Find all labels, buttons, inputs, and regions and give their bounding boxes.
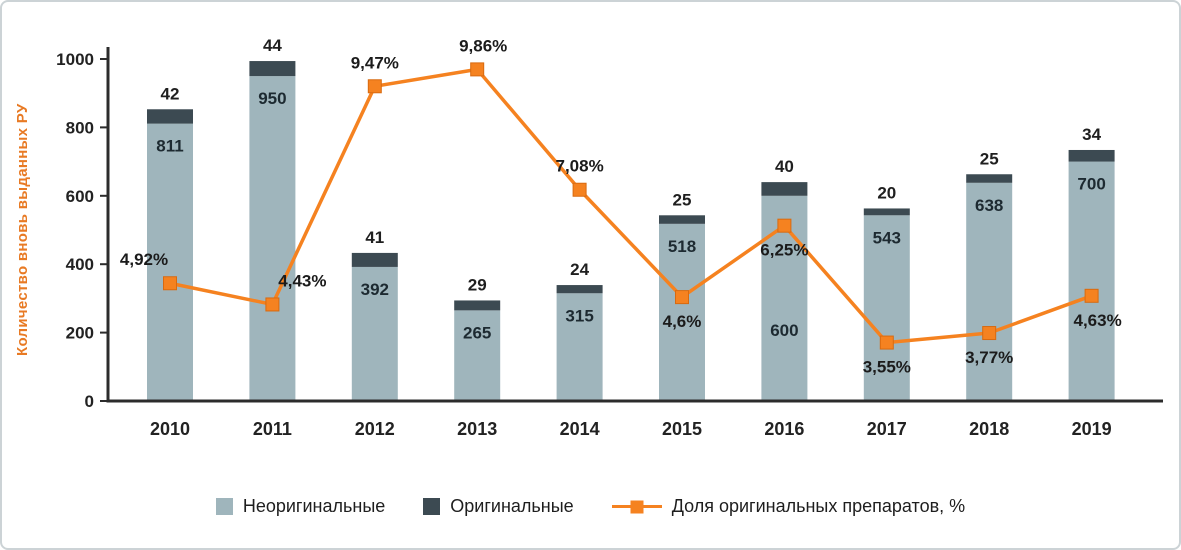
- trend-marker-icon: [675, 290, 689, 305]
- legend-item-share: Доля оригинальных препаратов, %: [611, 496, 966, 517]
- original-swatch-icon: [423, 498, 441, 515]
- y-tick-label: 0: [85, 392, 94, 411]
- legend-marker-icon: [630, 500, 644, 513]
- bar-nonoriginal-segment: [1068, 161, 1115, 401]
- y-tick-label: 200: [66, 324, 94, 343]
- x-tick-label: 2015: [662, 419, 702, 439]
- bar-value-label: 315: [565, 306, 593, 325]
- bar-top-label: 34: [1082, 125, 1101, 144]
- pct-label: 4,92%: [120, 250, 168, 269]
- bar-top-label: 25: [980, 149, 999, 168]
- bar-nonoriginal-segment: [863, 215, 910, 401]
- y-tick-label: 400: [66, 255, 94, 274]
- x-tick-label: 2013: [457, 419, 497, 439]
- bar-value-label: 600: [770, 321, 798, 340]
- x-tick-label: 2019: [1072, 419, 1112, 439]
- trend-marker-icon: [572, 182, 587, 197]
- bar-top-label: 24: [570, 260, 589, 279]
- trend-line: [169, 67, 1093, 345]
- pct-label: 3,55%: [863, 358, 911, 377]
- pct-label: 9,86%: [459, 36, 507, 55]
- trend-marker-icon: [163, 276, 177, 291]
- bar-original-segment: [454, 300, 501, 311]
- bar-top-label: 25: [673, 190, 692, 209]
- bar-value-label: 518: [668, 237, 696, 256]
- pct-label: 3,77%: [965, 348, 1013, 367]
- bar-original-segment: [761, 182, 808, 196]
- bar-nonoriginal-segment: [351, 266, 398, 401]
- x-tick-label: 2011: [253, 419, 292, 439]
- bar-nonoriginal-segment: [556, 293, 603, 401]
- legend-line-sample: [611, 500, 662, 514]
- bar-value-label: 811: [156, 137, 183, 156]
- y-tick-label: 800: [66, 118, 94, 137]
- legend: Неоригинальные Оригинальные Доля оригина…: [2, 496, 1179, 517]
- pct-label: 4,6%: [663, 312, 702, 331]
- legend-label-original: Оригинальные: [450, 496, 574, 516]
- bar-top-label: 42: [161, 84, 180, 103]
- bar-nonoriginal-segment: [454, 310, 501, 401]
- bar-top-label: 29: [468, 275, 487, 294]
- pct-label: 6,25%: [760, 241, 808, 260]
- bar-original-segment: [249, 61, 296, 77]
- bar-value-label: 392: [361, 280, 389, 299]
- bar-nonoriginal-segment: [966, 182, 1013, 401]
- trend-marker-icon: [265, 297, 280, 312]
- trend-marker-icon: [982, 326, 997, 341]
- x-tick-label: 2017: [867, 419, 907, 439]
- legend-label-share: Доля оригинальных препаратов, %: [671, 496, 966, 516]
- bar-original-segment: [966, 174, 1013, 183]
- bar-value-label: 950: [258, 89, 286, 108]
- trend-marker-icon: [367, 79, 382, 94]
- bar-nonoriginal-segment: [249, 76, 296, 401]
- trend-marker-icon: [1084, 288, 1099, 303]
- nonoriginal-swatch-icon: [215, 498, 233, 515]
- legend-item-original: Оригинальные: [423, 496, 574, 517]
- bar-value-label: 543: [873, 228, 901, 247]
- bar-nonoriginal-segment: [659, 223, 705, 401]
- bar-value-label: 700: [1077, 175, 1105, 194]
- trend-marker-icon: [879, 335, 894, 350]
- bar-original-segment: [863, 208, 910, 216]
- trend-marker-icon: [470, 62, 485, 77]
- y-tick-label: 1000: [56, 50, 94, 69]
- bar-original-segment: [147, 109, 193, 124]
- legend-label-nonoriginal: Неоригинальные: [242, 496, 386, 516]
- bar-nonoriginal-segment: [147, 123, 193, 401]
- bar-top-label: 44: [263, 36, 282, 55]
- bar-original-segment: [659, 215, 705, 224]
- pct-label: 9,47%: [351, 53, 399, 72]
- pct-label: 4,43%: [278, 271, 326, 290]
- pct-label: 4,63%: [1073, 311, 1121, 330]
- x-tick-label: 2016: [764, 419, 804, 439]
- y-tick-label: 600: [66, 187, 94, 206]
- bar-top-label: 20: [877, 183, 896, 202]
- plot-area: 0 200 400 600 800 1000 42 811 2010 44 950 2011 41 392…: [56, 36, 1163, 439]
- trend-marker-icon: [777, 218, 792, 233]
- legend-item-nonoriginal: Неоригинальные: [215, 496, 386, 517]
- x-tick-label: 2010: [150, 419, 190, 439]
- bar-original-segment: [556, 285, 603, 294]
- bar-value-label: 638: [975, 196, 1003, 215]
- x-tick-label: 2012: [355, 419, 395, 439]
- bar-top-label: 41: [365, 228, 384, 247]
- pct-label: 7,08%: [555, 157, 603, 176]
- x-tick-label: 2014: [560, 419, 600, 439]
- bar-value-label: 265: [463, 323, 491, 342]
- bar-original-segment: [1068, 149, 1115, 162]
- bar-top-label: 40: [775, 157, 794, 176]
- bar-original-segment: [351, 252, 398, 267]
- x-tick-label: 2018: [969, 419, 1009, 439]
